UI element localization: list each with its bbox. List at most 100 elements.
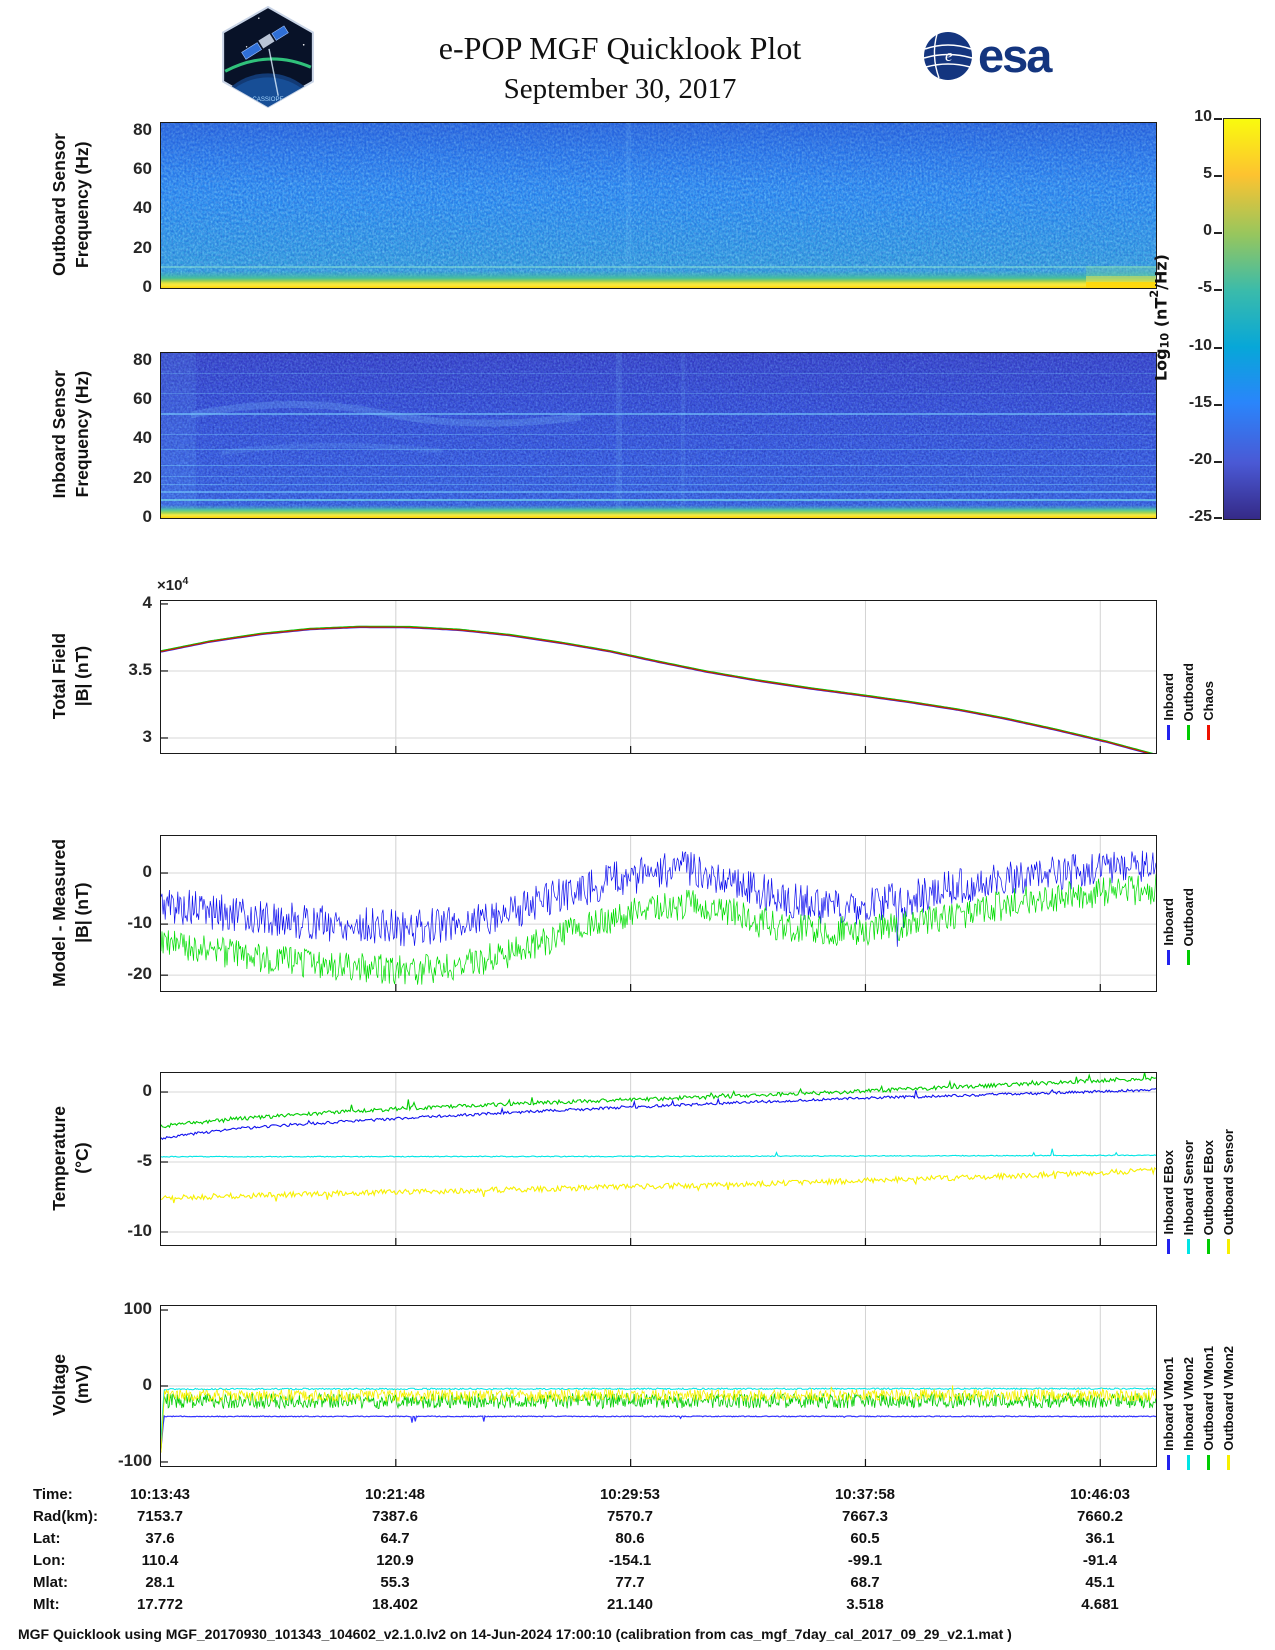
table-cell: 10:37:58	[834, 1486, 896, 1503]
table-cell: 7153.7	[137, 1508, 183, 1525]
table-cell: 64.7	[380, 1530, 410, 1547]
colorbar-tick-label: -10	[1188, 337, 1212, 354]
interference-line	[161, 434, 1156, 435]
legend-swatch	[1187, 950, 1190, 965]
model-measured-ylabel: Model - Measured |B| (nT)	[46, 835, 96, 990]
spectrogram-low-freq-band	[161, 505, 1156, 518]
ylabel-line: (°C)	[72, 1142, 92, 1174]
interference-line	[161, 484, 1156, 485]
table-cell: 10:13:43	[129, 1486, 191, 1503]
ylabel-line: Temperature	[49, 1105, 70, 1211]
legend-entry: Inboard	[1161, 898, 1176, 965]
table-cell: 45.1	[1085, 1574, 1115, 1591]
legend-swatch	[1187, 1455, 1190, 1470]
table-cell: 10:46:03	[1069, 1486, 1131, 1503]
voltage-plot	[160, 1305, 1157, 1467]
ylabel-line: Total Field	[49, 632, 70, 720]
legend-entry: Inboard VMon1	[1161, 1357, 1176, 1470]
table-cell: 7660.2	[1077, 1508, 1123, 1525]
legend-swatch	[1187, 1239, 1190, 1254]
header-titles: e-POP MGF Quicklook Plot September 30, 2…	[180, 0, 1060, 106]
table-cell: -154.1	[608, 1552, 652, 1569]
ytick-label: 100	[123, 1299, 152, 1318]
ytick-label: 60	[133, 389, 152, 408]
cassiope-mission-logo: CASSIOPE	[222, 6, 314, 108]
ytick-label: -20	[127, 964, 152, 983]
interference-line	[161, 491, 1156, 493]
interference-line	[161, 465, 1156, 466]
table-cell: 120.9	[376, 1552, 414, 1569]
colorbar-tick-label: 10	[1194, 108, 1212, 125]
interference-line	[161, 499, 1156, 501]
table-cell: -91.4	[1082, 1552, 1118, 1569]
colorbar-tick	[1214, 232, 1222, 234]
table-row-label: Mlat:	[33, 1574, 68, 1591]
table-cell: 7387.6	[372, 1508, 418, 1525]
colorbar-tick	[1214, 289, 1222, 291]
table-cell: 80.6	[615, 1530, 645, 1547]
table-cell: 7667.3	[842, 1508, 888, 1525]
ylabel-line: Frequency (Hz)	[72, 141, 92, 268]
legend-entry: Inboard	[1161, 673, 1176, 740]
table-row-label: Mlt:	[33, 1596, 60, 1613]
interference-line	[161, 393, 1156, 394]
ylabel-line: Model - Measured	[49, 838, 70, 987]
table-row-label: Rad(km):	[33, 1508, 99, 1525]
ytick-label: 40	[133, 428, 152, 447]
ytick-label: 0	[142, 1375, 152, 1394]
colorbar-tick-label: -15	[1188, 394, 1212, 411]
ylabel-line: Outboard Sensor	[49, 133, 70, 276]
table-cell: 36.1	[1085, 1530, 1115, 1547]
legend-swatch	[1227, 1455, 1230, 1470]
ylabel-line: |B| (nT)	[72, 645, 92, 707]
esa-globe-icon: e	[923, 31, 973, 80]
colorbar-tick-label: -5	[1197, 279, 1212, 296]
table-cell: 68.7	[850, 1574, 880, 1591]
legend-swatch	[1207, 1455, 1210, 1470]
legend-swatch	[1207, 725, 1210, 740]
ytick-label: 0	[142, 507, 152, 526]
table-cell: 37.6	[145, 1530, 175, 1547]
colorbar-tick	[1214, 118, 1222, 120]
table-row-lon: Lon: 110.4 120.9 -154.1 -99.1 -91.4	[0, 1552, 1275, 1574]
cassiope-logo-label: CASSIOPE	[252, 96, 283, 103]
legend-entry: Outboard	[1181, 888, 1196, 965]
ytick-label: 20	[133, 238, 152, 257]
page-date: September 30, 2017	[503, 73, 737, 105]
table-cell: 28.1	[145, 1574, 175, 1591]
legend-swatch	[1167, 1239, 1170, 1254]
table-row-label: Lon:	[33, 1552, 66, 1569]
ytick-label: 3	[142, 727, 152, 746]
voltage-ylabel: Voltage (mV)	[46, 1305, 96, 1465]
legend-swatch	[1227, 1239, 1230, 1254]
voltage-legend: Inboard VMon1 Inboard VMon2 Outboard VMo…	[1161, 1300, 1236, 1470]
legend-entry: Inboard Sensor	[1181, 1140, 1196, 1254]
spectrogram-streak	[681, 353, 685, 518]
spectrogram-noise-texture	[161, 123, 1156, 288]
ylabel-line: Frequency (Hz)	[72, 371, 92, 498]
table-cell: 7570.7	[607, 1508, 653, 1525]
colorbar-tick	[1214, 404, 1222, 406]
legend-entry: Inboard EBox	[1161, 1150, 1176, 1254]
temperature-plot	[160, 1072, 1157, 1246]
ylabel-line: Inboard Sensor	[49, 370, 70, 499]
table-row-label: Time:	[33, 1486, 73, 1503]
footer-provenance-text: MGF Quicklook using MGF_20170930_101343_…	[18, 1626, 1012, 1642]
ylabel-line: (mV)	[72, 1365, 92, 1405]
ytick-label: 40	[133, 198, 152, 217]
ytick-label: 4	[142, 593, 152, 612]
axis-exponent-label: ×104	[157, 575, 189, 594]
ytick-label: -5	[136, 1151, 152, 1170]
colorbar-tick	[1214, 347, 1222, 349]
table-row-mlat: Mlat: 28.1 55.3 77.7 68.7 45.1	[0, 1574, 1275, 1596]
temperature-legend: Inboard EBox Inboard Sensor Outboard EBo…	[1161, 1082, 1236, 1254]
esa-logo: e esa	[923, 28, 1052, 83]
colorbar-tick	[1214, 517, 1222, 519]
legend-swatch	[1207, 1239, 1210, 1254]
legend-entry: Outboard VMon2	[1221, 1346, 1236, 1470]
total-field-legend: Inboard Outboard Chaos	[1161, 600, 1216, 740]
ytick-label: 3.5	[128, 660, 152, 679]
legend-swatch	[1167, 950, 1170, 965]
ytick-label: 80	[133, 120, 152, 139]
